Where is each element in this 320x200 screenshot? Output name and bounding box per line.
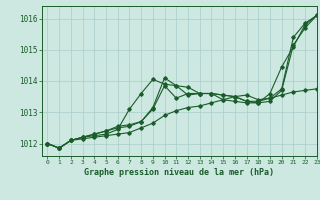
X-axis label: Graphe pression niveau de la mer (hPa): Graphe pression niveau de la mer (hPa) (84, 168, 274, 177)
